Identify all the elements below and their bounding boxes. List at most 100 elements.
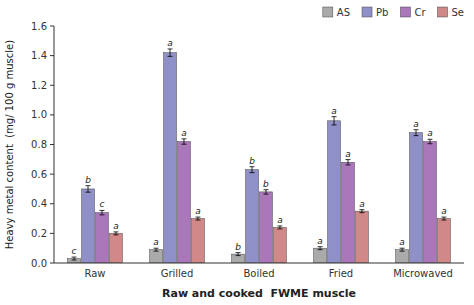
x-tick-label: Fried (329, 268, 353, 279)
error-cap (332, 124, 337, 125)
legend-label: Cr (414, 7, 426, 18)
error-line (347, 160, 348, 165)
error-cap (345, 159, 350, 160)
error-cap (441, 220, 446, 221)
legend-label: AS (337, 7, 350, 18)
error-cap (99, 210, 104, 211)
error-bar (277, 226, 282, 229)
error-cap (72, 260, 77, 261)
error-cap (195, 217, 200, 218)
error-bar (168, 49, 173, 56)
legend-item: AS (323, 7, 350, 18)
error-bar (318, 247, 323, 250)
error-bar (359, 210, 364, 213)
error-cap (359, 212, 364, 213)
legend-swatch (362, 7, 372, 17)
y-tick-label: 0.6 (31, 169, 47, 180)
error-cap (181, 144, 186, 145)
x-tick-label: Grilled (161, 268, 194, 279)
error-cap (86, 185, 91, 186)
error-line (238, 253, 239, 256)
error-bar (250, 167, 255, 173)
letter-label: a (153, 237, 159, 247)
legend-item: Pb (362, 7, 388, 18)
error-cap (427, 139, 432, 140)
error-bar (332, 117, 337, 125)
error-bar (400, 248, 405, 251)
error-cap (277, 228, 282, 229)
error-cap (400, 248, 405, 249)
letter-label: c (72, 246, 77, 256)
letter-label: a (195, 206, 201, 216)
error-cap (86, 192, 91, 193)
letter-label: b (85, 175, 91, 185)
bar (260, 192, 273, 263)
x-tick-label: Microwaved (393, 268, 453, 279)
bar (437, 219, 450, 263)
y-tick (50, 85, 54, 86)
error-cap (154, 251, 159, 252)
error-cap (181, 138, 186, 139)
error-cap (400, 251, 405, 252)
labels: cabaababaacabaaaaaaa (72, 38, 447, 256)
error-cap (72, 257, 77, 258)
error-line (74, 257, 75, 260)
error-line (265, 190, 266, 194)
y-tick (50, 263, 54, 264)
error-line (183, 139, 184, 144)
y-tick (50, 144, 54, 145)
chart: cabaababaacabaaaaaaa0.00.20.40.60.81.01.… (0, 0, 474, 305)
legend: ASPbCrSe (323, 7, 464, 18)
error-bar (236, 253, 241, 256)
error-line (429, 139, 430, 143)
bar (109, 233, 122, 263)
letter-label: a (399, 237, 405, 247)
error-line (361, 210, 362, 213)
error-line (443, 217, 444, 220)
error-cap (414, 129, 419, 130)
error-cap (318, 246, 323, 247)
y-tick (50, 233, 54, 234)
letter-label: a (427, 128, 433, 138)
bar (150, 250, 163, 263)
error-cap (113, 231, 118, 232)
error-bar (113, 232, 118, 235)
error-cap (427, 143, 432, 144)
bar (82, 189, 95, 263)
error-bar (441, 217, 446, 220)
error-line (252, 167, 253, 173)
error-bar (414, 130, 419, 136)
y-tick (50, 114, 54, 115)
error-line (88, 186, 89, 193)
error-bar (195, 217, 200, 220)
letter-label: a (277, 215, 283, 225)
x-axis-label: Raw and cooked FWME muscle (162, 287, 356, 300)
bar (246, 170, 259, 263)
bar (178, 142, 191, 263)
error-cap (359, 209, 364, 210)
error-line (156, 248, 157, 251)
error-cap (318, 249, 323, 250)
error-cap (345, 164, 350, 165)
legend-item: Cr (400, 7, 426, 18)
error-line (416, 130, 417, 136)
bar (342, 162, 355, 263)
error-cap (236, 252, 241, 253)
letter-label: a (167, 38, 173, 48)
letter-label: a (331, 106, 337, 116)
error-bar (154, 248, 159, 251)
bar (232, 254, 245, 263)
y-tick-label: 0.4 (31, 198, 47, 209)
bar (424, 142, 437, 263)
y-tick (50, 174, 54, 175)
letter-label: b (263, 179, 269, 189)
letter-label: a (413, 119, 419, 129)
error-bar (86, 186, 91, 193)
error-cap (263, 189, 268, 190)
bar (191, 219, 204, 263)
error-bar (99, 210, 104, 214)
error-cap (250, 166, 255, 167)
error-cap (332, 116, 337, 117)
y-tick-label: 1.6 (31, 21, 47, 32)
bar (396, 250, 409, 263)
